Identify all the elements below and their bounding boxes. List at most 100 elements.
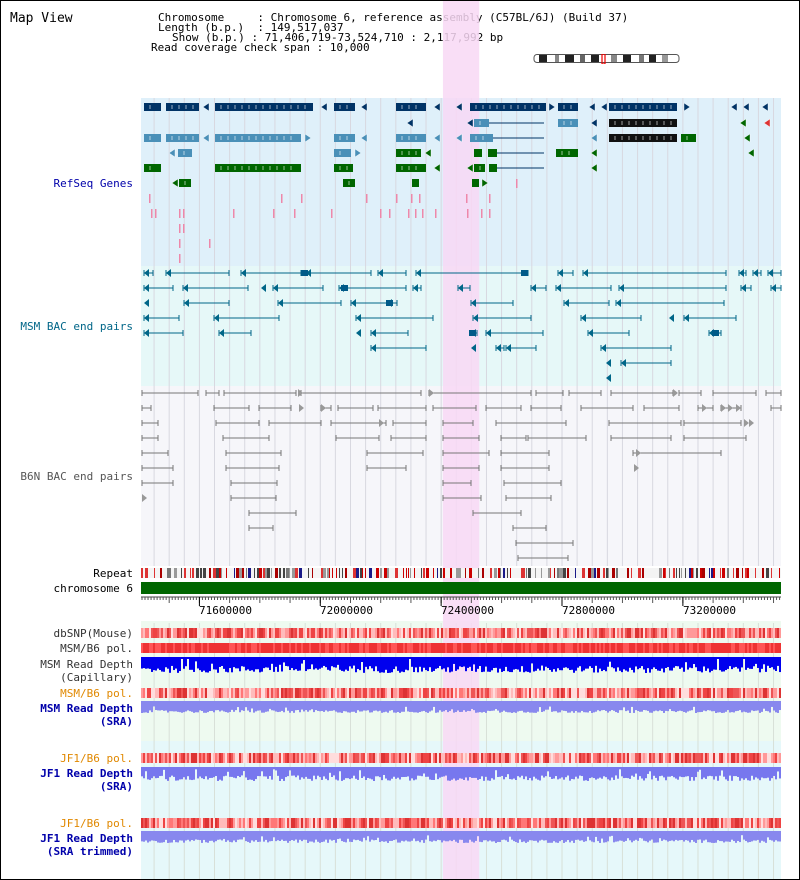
jf1-sra-depth-bar — [415, 767, 417, 780]
polymorphism-cell — [621, 643, 623, 653]
polymorphism-cell — [739, 628, 741, 638]
track-label-msm-b6-pol-2[interactable]: MSM/B6 pol. — [60, 687, 133, 700]
refseq-gene-mid — [474, 119, 489, 127]
polymorphism-cell — [165, 688, 167, 698]
jf1-sra-depth-bar — [329, 767, 331, 773]
jf1-sra-depth-bar — [669, 767, 671, 777]
jf1-sra-trimmed-depth-bar — [415, 831, 417, 842]
track-label-chromosome: chromosome 6 — [53, 582, 133, 595]
chromosome-ideogram[interactable] — [531, 54, 683, 64]
jf1-sra-trimmed-depth-bar — [235, 831, 237, 843]
msm-capillary-depth-bar — [469, 657, 471, 667]
polymorphism-cell — [285, 818, 287, 828]
polymorphism-cell — [517, 688, 519, 698]
polymorphism-cell — [267, 753, 269, 763]
polymorphism-cell — [631, 818, 633, 828]
track-label-repeat[interactable]: Repeat — [93, 567, 133, 580]
repeat-track[interactable] — [141, 568, 781, 578]
polymorphism-cell — [277, 643, 279, 653]
polymorphism-cell — [333, 818, 335, 828]
polymorphism-cell — [737, 753, 739, 763]
polymorphism-cell — [319, 818, 321, 828]
repeat-element — [321, 568, 324, 578]
refseq-track[interactable] — [144, 102, 771, 263]
polymorphism-cell — [675, 688, 677, 698]
polymorphism-cell — [257, 753, 259, 763]
polymorphism-cell — [593, 628, 595, 638]
polymorphism-cell — [769, 818, 771, 828]
polymorphism-cell — [365, 818, 367, 828]
jf1-sra-depth-bar — [651, 767, 653, 780]
msm-sra-depth-bar — [455, 701, 457, 712]
track-label-dbsnp[interactable]: dbSNP(Mouse) — [53, 627, 133, 640]
polymorphism-cell — [633, 753, 635, 763]
polymorphism-cell — [629, 643, 631, 653]
jf1-sra-depth-bar — [621, 767, 623, 777]
track-label-jf1-depth-trimmed[interactable]: JF1 Read Depth (SRA trimmed) — [40, 832, 133, 858]
polymorphism-cell — [509, 818, 511, 828]
polymorphism-cell — [587, 753, 589, 763]
polymorphism-cell — [719, 628, 721, 638]
polymorphism-cell — [211, 753, 213, 763]
polymorphism-cell — [633, 643, 635, 653]
polymorphism-cell — [279, 643, 281, 653]
track-label-jf1-b6-pol-1[interactable]: JF1/B6 pol. — [60, 752, 133, 765]
b6n-bac-track[interactable] — [141, 389, 782, 561]
polymorphism-cell — [227, 643, 229, 653]
polymorphism-cell — [551, 818, 553, 828]
jf1-sra-depth-bar — [379, 767, 381, 778]
polymorphism-cell — [301, 818, 303, 828]
track-label-jf1-b6-pol-2[interactable]: JF1/B6 pol. — [60, 817, 133, 830]
polymorphism-cell — [639, 628, 641, 638]
jf1-sra-depth-bar — [539, 767, 541, 781]
refseq-arrow — [304, 133, 312, 143]
msm-capillary-depth-bar — [759, 657, 761, 673]
polymorphism-cell — [657, 818, 659, 828]
polymorphism-cell — [425, 628, 427, 638]
polymorphism-cell — [225, 818, 227, 828]
msm-capillary-depth-bar — [399, 657, 401, 673]
polymorphism-cell — [447, 818, 449, 828]
msm-capillary-depth-bar — [395, 657, 397, 667]
msm-sra-depth-bar — [269, 701, 271, 709]
jf1-sra-trimmed-depth-bar — [497, 831, 499, 842]
jf1-sra-depth-bar — [633, 767, 635, 777]
polymorphism-cell — [713, 643, 715, 653]
msm-sra-depth-bar — [727, 701, 729, 711]
polymorphism-cell — [495, 643, 497, 653]
repeat-element — [440, 568, 442, 578]
track-label-msm-depth-capillary[interactable]: MSM Read Depth (Capillary) — [40, 658, 133, 684]
polymorphism-cell — [235, 753, 237, 763]
track-label-msm-depth-sra[interactable]: MSM Read Depth (SRA) — [40, 702, 133, 728]
track-label-msm-bac[interactable]: MSM BAC end pairs — [20, 320, 133, 333]
polymorphism-cell — [185, 643, 187, 653]
msm-capillary-depth-bar — [373, 657, 375, 672]
msm-capillary-depth-bar — [223, 657, 225, 669]
jf1-sra-depth-bar — [267, 767, 269, 779]
jf1-sra-trimmed-depth-bar — [443, 831, 445, 841]
polymorphism-cell — [305, 688, 307, 698]
polymorphism-cell — [367, 818, 369, 828]
polymorphism-tracks[interactable] — [141, 628, 781, 828]
polymorphism-cell — [153, 643, 155, 653]
jf1-sra-trimmed-depth-bar — [217, 831, 219, 840]
polymorphism-cell — [507, 643, 509, 653]
jf1-sra-depth-bar — [197, 767, 199, 779]
polymorphism-cell — [779, 688, 781, 698]
polymorphism-cell — [163, 628, 165, 638]
polymorphism-cell — [559, 753, 561, 763]
jf1-sra-depth-bar — [663, 767, 665, 778]
track-label-jf1-depth-sra[interactable]: JF1 Read Depth (SRA) — [40, 767, 133, 793]
track-label-msm-b6-pol-1[interactable]: MSM/B6 pol. — [60, 642, 133, 655]
polymorphism-cell — [551, 643, 553, 653]
read-depth-tracks[interactable] — [141, 657, 781, 843]
track-label-refseq[interactable]: RefSeq Genes — [53, 177, 133, 190]
msm-bac-track[interactable] — [143, 269, 782, 382]
polymorphism-cell — [453, 628, 455, 638]
track-label-b6n-bac[interactable]: B6N BAC end pairs — [20, 470, 133, 483]
msm-capillary-depth-bar — [649, 657, 651, 673]
polymorphism-cell — [193, 753, 195, 763]
jf1-sra-trimmed-depth-bar — [459, 831, 461, 840]
msm-sra-depth-bar — [681, 701, 683, 712]
